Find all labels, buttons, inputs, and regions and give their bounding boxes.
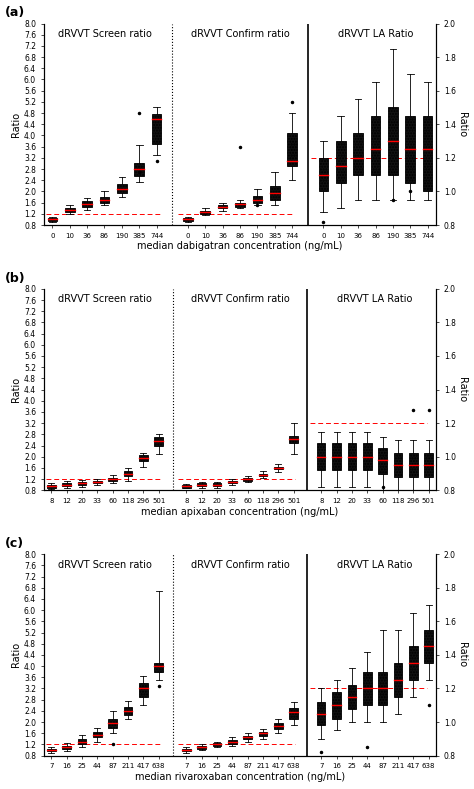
Bar bbox=[198, 484, 206, 486]
Bar bbox=[274, 466, 283, 469]
Text: (b): (b) bbox=[4, 271, 25, 285]
Bar bbox=[388, 107, 398, 174]
Bar bbox=[363, 443, 372, 470]
Text: dRVVT Screen ratio: dRVVT Screen ratio bbox=[58, 559, 152, 570]
Bar bbox=[290, 436, 298, 443]
Text: dRVVT LA Ratio: dRVVT LA Ratio bbox=[337, 559, 413, 570]
Bar bbox=[155, 437, 163, 446]
Bar bbox=[235, 203, 245, 207]
Bar bbox=[218, 205, 228, 208]
Bar bbox=[363, 671, 372, 705]
Bar bbox=[213, 743, 221, 746]
Bar bbox=[394, 664, 402, 697]
Text: dRVVT Screen ratio: dRVVT Screen ratio bbox=[58, 294, 152, 305]
Bar bbox=[152, 114, 161, 144]
Bar bbox=[182, 484, 191, 488]
Bar bbox=[409, 454, 418, 477]
Bar bbox=[287, 133, 297, 166]
Bar bbox=[371, 116, 380, 174]
Bar bbox=[228, 481, 237, 484]
X-axis label: median dabigatran concentration (ng/mL): median dabigatran concentration (ng/mL) bbox=[137, 241, 343, 252]
Bar bbox=[155, 664, 163, 671]
Bar bbox=[139, 682, 147, 697]
X-axis label: median rivaroxaban concentration (ng/mL): median rivaroxaban concentration (ng/mL) bbox=[135, 772, 345, 782]
Bar bbox=[378, 448, 387, 473]
Bar bbox=[378, 671, 387, 705]
Bar bbox=[82, 201, 92, 207]
Bar bbox=[65, 208, 74, 211]
Bar bbox=[424, 630, 433, 664]
Bar bbox=[117, 185, 127, 193]
Bar bbox=[348, 685, 356, 709]
Bar bbox=[63, 746, 71, 749]
Bar bbox=[348, 443, 356, 470]
Bar bbox=[124, 471, 132, 477]
Y-axis label: Ratio: Ratio bbox=[457, 642, 467, 667]
Bar bbox=[424, 454, 433, 477]
Text: (a): (a) bbox=[4, 6, 25, 20]
Bar bbox=[332, 692, 341, 719]
Text: dRVVT LA Ratio: dRVVT LA Ratio bbox=[338, 29, 413, 39]
Bar bbox=[47, 749, 55, 751]
Bar bbox=[63, 484, 71, 486]
Bar bbox=[109, 477, 117, 481]
Text: (c): (c) bbox=[4, 537, 24, 550]
Bar bbox=[394, 454, 402, 477]
Bar bbox=[336, 141, 346, 183]
Bar bbox=[317, 702, 326, 725]
Text: dRVVT Confirm ratio: dRVVT Confirm ratio bbox=[191, 294, 289, 305]
Bar bbox=[317, 443, 326, 470]
Bar bbox=[93, 481, 101, 484]
Bar bbox=[332, 443, 341, 470]
Text: dRVVT Confirm ratio: dRVVT Confirm ratio bbox=[191, 559, 289, 570]
Bar bbox=[47, 218, 57, 221]
Text: dRVVT Screen ratio: dRVVT Screen ratio bbox=[57, 29, 151, 39]
Y-axis label: Ratio: Ratio bbox=[11, 112, 21, 136]
Bar bbox=[213, 484, 221, 486]
Text: dRVVT LA Ratio: dRVVT LA Ratio bbox=[337, 294, 413, 305]
Bar bbox=[259, 732, 267, 736]
X-axis label: median apixaban concentration (ng/mL): median apixaban concentration (ng/mL) bbox=[141, 507, 338, 517]
Y-axis label: Ratio: Ratio bbox=[11, 377, 21, 402]
Bar bbox=[135, 163, 144, 176]
Bar bbox=[353, 133, 363, 174]
Bar bbox=[274, 724, 283, 729]
Bar bbox=[228, 740, 237, 745]
Bar bbox=[290, 708, 298, 720]
Bar bbox=[78, 739, 86, 745]
Bar bbox=[182, 749, 191, 751]
Bar bbox=[319, 158, 328, 192]
Bar bbox=[139, 455, 147, 461]
Y-axis label: Ratio: Ratio bbox=[457, 377, 467, 402]
Bar bbox=[270, 186, 280, 200]
Bar bbox=[198, 746, 206, 749]
Bar bbox=[423, 116, 432, 192]
Text: dRVVT Confirm ratio: dRVVT Confirm ratio bbox=[191, 29, 289, 39]
Bar bbox=[253, 196, 262, 203]
Y-axis label: Ratio: Ratio bbox=[457, 112, 467, 136]
Bar bbox=[93, 732, 101, 738]
Bar bbox=[259, 473, 267, 477]
Bar bbox=[409, 646, 418, 680]
Bar bbox=[201, 211, 210, 214]
Bar bbox=[100, 197, 109, 203]
Bar bbox=[244, 477, 252, 481]
Y-axis label: Ratio: Ratio bbox=[11, 642, 21, 667]
Bar bbox=[405, 116, 415, 183]
Bar bbox=[78, 482, 86, 484]
Bar bbox=[124, 707, 132, 715]
Bar bbox=[183, 218, 192, 221]
Bar bbox=[109, 720, 117, 727]
Bar bbox=[47, 484, 55, 488]
Bar bbox=[244, 736, 252, 739]
